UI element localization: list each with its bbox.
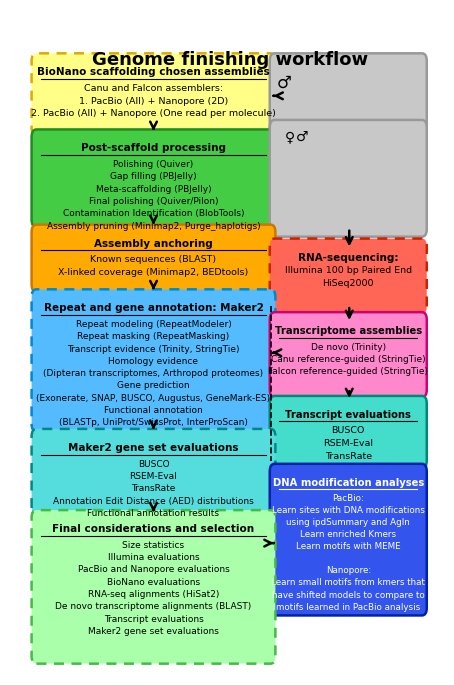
Text: Transcript evidence (Trinity, StringTie): Transcript evidence (Trinity, StringTie) (67, 345, 240, 353)
Text: X-linked coverage (Minimap2, BEDtools): X-linked coverage (Minimap2, BEDtools) (59, 268, 249, 277)
FancyBboxPatch shape (32, 429, 276, 514)
Text: RSEM-Eval: RSEM-Eval (323, 439, 373, 448)
FancyBboxPatch shape (270, 53, 427, 135)
Text: Size statistics: Size statistics (123, 541, 185, 550)
Text: Illumina evaluations: Illumina evaluations (108, 553, 199, 562)
Text: Known sequences (BLAST): Known sequences (BLAST) (90, 256, 217, 264)
Text: Repeat modeling (RepeatModeler): Repeat modeling (RepeatModeler) (76, 320, 232, 329)
Text: Meta-scaffolding (PBJelly): Meta-scaffolding (PBJelly) (96, 185, 211, 194)
Text: Transcript evaluations: Transcript evaluations (104, 614, 203, 623)
Text: Annotation Edit Distance (AED) distributions: Annotation Edit Distance (AED) distribut… (53, 497, 254, 506)
Text: Illumina 100 bp Paired End: Illumina 100 bp Paired End (285, 266, 412, 275)
Text: PacBio:: PacBio: (332, 495, 364, 503)
Text: Canu reference-guided (StringTie): Canu reference-guided (StringTie) (271, 355, 425, 364)
Text: De novo (Trinity): De novo (Trinity) (311, 342, 386, 351)
Text: DNA modification analyses: DNA modification analyses (273, 477, 424, 488)
FancyBboxPatch shape (32, 510, 276, 664)
Text: ♀: ♀ (285, 130, 295, 144)
Text: (Dipteran transcriptomes, Arthropod proteomes): (Dipteran transcriptomes, Arthropod prot… (44, 369, 264, 378)
Text: (BLASTp, UniProt/SwissProt, InterProScan): (BLASTp, UniProt/SwissProt, InterProScan… (59, 419, 248, 427)
Text: Post-scaffold processing: Post-scaffold processing (81, 143, 226, 153)
Text: Gene prediction: Gene prediction (117, 382, 190, 390)
FancyBboxPatch shape (270, 464, 427, 615)
Text: BUSCO: BUSCO (331, 426, 365, 436)
FancyBboxPatch shape (32, 53, 276, 135)
Text: (Exonerate, SNAP, BUSCO, Augustus, GeneMark-ES): (Exonerate, SNAP, BUSCO, Augustus, GeneM… (36, 394, 271, 403)
FancyBboxPatch shape (32, 289, 276, 432)
Text: Maker2 gene set evaluations: Maker2 gene set evaluations (88, 627, 219, 636)
Text: Contamination Identification (BlobTools): Contamination Identification (BlobTools) (63, 210, 244, 219)
Text: Polishing (Quiver): Polishing (Quiver) (114, 160, 193, 169)
Text: Genome finishing workflow: Genome finishing workflow (92, 51, 368, 69)
Text: Homology evidence: Homology evidence (109, 357, 198, 366)
Text: BUSCO: BUSCO (138, 460, 169, 469)
Text: BioNano evaluations: BioNano evaluations (107, 577, 200, 587)
Text: Final polishing (Quiver/Pilon): Final polishing (Quiver/Pilon) (89, 197, 218, 206)
Text: RNA-seq alignments (HiSat2): RNA-seq alignments (HiSat2) (88, 590, 219, 599)
Text: Repeat and gene annotation: Maker2: Repeat and gene annotation: Maker2 (44, 303, 263, 313)
Text: Gap filling (PBJelly): Gap filling (PBJelly) (110, 173, 197, 182)
Text: Assembly pruning (Minimap2, Purge_haplotigs): Assembly pruning (Minimap2, Purge_haplot… (47, 222, 260, 231)
Text: BioNano scaffolding chosen assemblies: BioNano scaffolding chosen assemblies (37, 67, 270, 77)
Text: RSEM-Eval: RSEM-Eval (130, 472, 178, 481)
Text: Falcon reference-guided (StringTie): Falcon reference-guided (StringTie) (268, 367, 428, 376)
Text: Functional annotation: Functional annotation (104, 406, 203, 415)
FancyBboxPatch shape (270, 238, 427, 314)
Text: Learn enriched Kmers: Learn enriched Kmers (300, 530, 396, 539)
Text: have shifted models to compare to: have shifted models to compare to (272, 590, 424, 599)
Text: 2. PacBio (All) + Nanopore (One read per molecule): 2. PacBio (All) + Nanopore (One read per… (31, 110, 276, 119)
Text: Learn motifs with MEME: Learn motifs with MEME (296, 543, 400, 551)
Text: Canu and Falcon assemblers:: Canu and Falcon assemblers: (84, 84, 223, 93)
Text: TransRate: TransRate (325, 451, 372, 460)
Text: TransRate: TransRate (131, 484, 176, 493)
Text: Maker2 gene set evaluations: Maker2 gene set evaluations (68, 443, 239, 453)
FancyBboxPatch shape (270, 120, 427, 237)
Text: ♂: ♂ (296, 130, 308, 144)
FancyBboxPatch shape (32, 129, 276, 227)
FancyBboxPatch shape (32, 225, 276, 292)
Text: De novo transcriptome alignments (BLAST): De novo transcriptome alignments (BLAST) (55, 602, 252, 611)
Text: PacBio and Nanopore evaluations: PacBio and Nanopore evaluations (78, 565, 229, 575)
Text: ♂: ♂ (276, 74, 291, 92)
Text: Learn small motifs from kmers that: Learn small motifs from kmers that (271, 578, 425, 588)
Text: motifs learned in PacBio analysis: motifs learned in PacBio analysis (276, 603, 420, 612)
Text: Functional annotation results: Functional annotation results (88, 509, 219, 518)
Text: using ipdSummary and AgIn: using ipdSummary and AgIn (286, 519, 410, 527)
Text: Assembly anchoring: Assembly anchoring (94, 238, 213, 249)
Text: Nanopore:: Nanopore: (326, 566, 371, 575)
FancyBboxPatch shape (270, 312, 427, 397)
Text: Transcriptome assemblies: Transcriptome assemblies (275, 326, 422, 336)
FancyBboxPatch shape (270, 396, 427, 469)
Text: Repeat masking (RepeatMasking): Repeat masking (RepeatMasking) (77, 332, 230, 341)
Text: HiSeq2000: HiSeq2000 (322, 279, 374, 288)
Text: Learn sites with DNA modifications: Learn sites with DNA modifications (272, 506, 424, 515)
Text: Transcript evaluations: Transcript evaluations (285, 410, 411, 420)
Text: Final considerations and selection: Final considerations and selection (52, 524, 255, 534)
Text: RNA-sequencing:: RNA-sequencing: (298, 253, 399, 262)
Text: 1. PacBio (All) + Nanopore (2D): 1. PacBio (All) + Nanopore (2D) (79, 97, 228, 105)
